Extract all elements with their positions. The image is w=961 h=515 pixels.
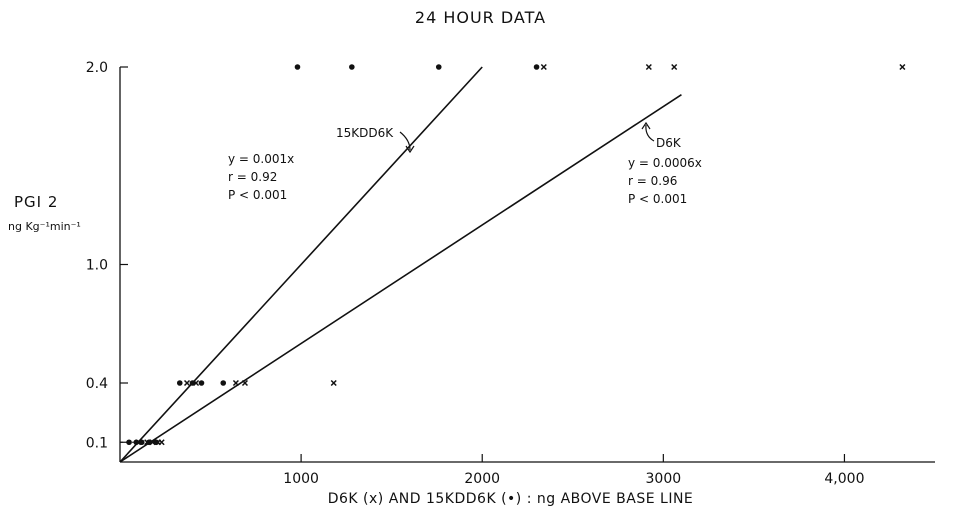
data-point-x	[158, 439, 165, 446]
stat-p: P < 0.001	[228, 188, 288, 202]
data-point-x	[232, 379, 239, 387]
data-point-x	[540, 63, 547, 71]
y-tick-label: 1.0	[86, 258, 108, 274]
x-tick-label: 3000	[646, 471, 682, 487]
x-axis-label: D6K (x) AND 15KDD6K (•) : ng ABOVE BASE …	[327, 491, 694, 507]
data-point-dot	[349, 64, 355, 70]
y-axis-units: ng Kg⁻¹min⁻¹	[8, 220, 81, 233]
data-point-x	[193, 379, 200, 387]
y-tick-label: 0.4	[86, 376, 108, 392]
data-point-x	[241, 379, 248, 387]
axis-ticks: 0.1 0.4 1.0 2.0 1000 2000 3000 4,000	[86, 60, 865, 487]
y-axis-label: PGI 2	[14, 193, 59, 211]
fit-label-d6k: D6K	[656, 136, 681, 150]
x-tick-label: 4,000	[824, 471, 864, 487]
stat-p: P < 0.001	[628, 192, 688, 206]
data-points	[126, 63, 906, 446]
y-tick-label: 2.0	[86, 60, 108, 76]
stat-equation: y = 0.0006x	[628, 156, 702, 170]
axes	[119, 67, 935, 463]
stat-equation: y = 0.001x	[228, 152, 295, 166]
data-point-x	[330, 379, 337, 387]
arrow-15kdd6k-head	[405, 145, 415, 154]
x-tick-label: 1000	[283, 471, 319, 487]
fit-line	[119, 93, 682, 463]
stat-r: r = 0.96	[628, 174, 678, 188]
fit-stats-15kdd6k: y = 0.001x r = 0.92 P < 0.001	[228, 150, 294, 204]
data-point-dot	[198, 380, 205, 386]
data-point-dot	[533, 64, 540, 70]
data-point-dot	[435, 64, 442, 70]
fit-lines	[119, 66, 682, 463]
data-point-dot	[220, 380, 227, 386]
data-point-x	[183, 379, 191, 387]
data-point-x	[135, 439, 142, 446]
data-point-x	[149, 439, 156, 446]
data-point-dot	[176, 380, 183, 386]
fit-line	[119, 66, 483, 463]
data-point-x	[144, 439, 151, 446]
arrow-d6k-head	[641, 121, 651, 130]
y-tick-label: 0.1	[86, 435, 108, 451]
arrow-15kdd6k	[399, 131, 411, 151]
stat-r: r = 0.92	[228, 170, 278, 184]
data-point-dot	[294, 64, 301, 70]
data-point-dot	[126, 439, 132, 446]
chart-title: 24 HOUR DATA	[414, 8, 547, 27]
fit-label-15kdd6k: 15KDD6K	[336, 126, 394, 140]
data-point-x	[671, 63, 678, 71]
data-point-x	[645, 63, 652, 71]
x-tick-label: 2000	[464, 471, 500, 487]
data-point-x	[899, 63, 906, 71]
fit-stats-d6k: y = 0.0006x r = 0.96 P < 0.001	[628, 154, 702, 208]
arrow-d6k	[645, 124, 655, 142]
